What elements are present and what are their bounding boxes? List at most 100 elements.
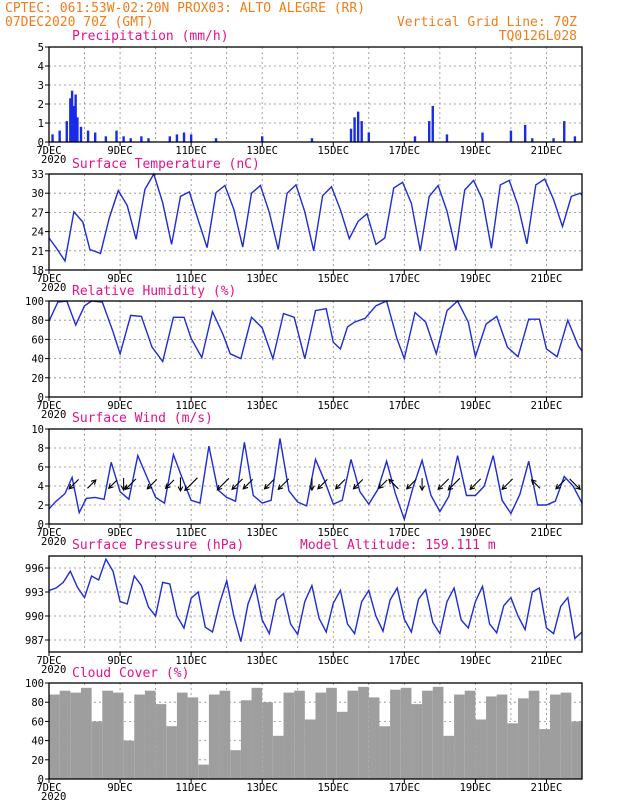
cloud-bar [112,692,124,779]
header-grid-note: Vertical Grid Line: 70Z [397,15,577,30]
precip-bar [175,134,179,142]
wind-arrow-shaft [555,478,566,490]
precip-xtick-label: 19DEC [460,145,492,157]
precip-xtick-label: 7DEC [36,145,61,157]
temp-xtick-label: 11DEC [175,273,207,285]
wind-arrow-shaft [231,478,243,490]
cloud-bar [208,694,220,779]
wind-arrow-head [90,479,97,485]
wind-arrow-head [317,483,323,490]
wind-arrow [352,478,364,490]
press-ytick-label: 996 [25,563,44,575]
cloud-xtick-label: 9DEC [107,782,132,794]
wind-arrow [124,478,137,491]
precip-bar [182,132,186,142]
precip-title: Precipitation (mm/h) [72,29,229,44]
rh-frame [48,300,583,398]
cloud-bar [272,735,284,779]
wind-arrow-shaft [501,478,514,490]
cloud-bar [251,687,263,779]
cloud-bar [390,689,401,779]
wind-arrow [146,478,158,490]
wind-arrow [334,478,346,490]
wind-arrow [184,477,198,492]
wind-arrow-head [120,485,127,492]
press-frame [48,555,583,653]
precip-bar [413,136,417,142]
cloud-bar [123,740,135,779]
precip-bar [353,117,356,142]
wind-arrow-shaft [388,478,399,490]
wind-ytick-label: 4 [38,481,44,493]
wind-xtick-label: 19DEC [460,527,492,539]
cloud-bar [219,690,231,779]
cloud-bar [496,694,508,779]
precip-bar [189,134,193,142]
wind-arrow [378,479,388,490]
cloud-bar [70,692,81,779]
precip-ytick-label: 0 [38,137,44,149]
cloud-xtick-label: 17DEC [389,782,421,794]
precip-bar [93,132,97,142]
cloud-xtick-label: 7DEC [36,782,61,794]
temp-xtick-label: 9DEC [107,273,132,285]
wind-arrow-shaft [184,477,198,491]
rh-xtick-label: 13DEC [246,400,278,412]
wind-arrow [216,477,230,491]
cloud-bar [315,692,327,779]
wind-arrow-shaft [68,478,79,490]
wind-arrow [388,478,399,490]
wind-arrow [263,478,275,490]
cloud-bar [134,694,145,779]
cloud-bar [49,694,60,779]
wind-frame [48,428,583,525]
temp-xtick-label: 21DEC [531,273,563,285]
wind-arrow [107,479,118,490]
wind-arrow [68,478,79,490]
model-altitude: Model Altitude: 159.111 m [300,538,496,553]
precip-year-label: 2020 [41,154,66,166]
precip-ytick-label: 1 [38,118,44,130]
cloud-panel: 0 20 40 60 80 100 7DEC 9DEC 11DEC 13DEC 15DEC 17DEC… [25,678,583,800]
wind-arrow-shaft [406,478,417,490]
cloud-ytick-label: 0 [38,774,44,786]
cloud-ytick-label: 80 [31,697,44,709]
cloud-xtick-label: 19DEC [460,782,492,794]
rh-panel: 0 20 40 60 80 100 7DEC 9DEC 11DEC 13DEC 15DEC 17DEC… [25,296,583,421]
wind-arrow [309,478,315,492]
wind-arrow-head [437,484,444,491]
precip-bar [573,136,577,142]
temp-xtick-label: 17DEC [389,273,421,285]
cloud-bar [358,686,369,779]
press-ytick-label: 987 [25,635,44,647]
press-xtick-label: 7DEC [36,655,61,667]
wind-series-line [48,438,583,522]
wind-arrow-head [177,486,184,492]
temp-xtick-label: 19DEC [460,273,492,285]
press-xtick-label: 19DEC [460,655,492,667]
press-ytick-label: 993 [25,587,44,599]
wind-arrow-shaft [264,478,275,490]
header-model-id: TQ0126L028 [499,29,577,44]
cloud-bar [144,690,156,779]
wind-arrow-head [68,483,75,490]
wind-arrow-shaft [87,479,97,489]
temp-xtick-label: 7DEC [36,273,61,285]
wind-arrow-head [530,479,537,485]
wind-ytick-label: 8 [38,443,44,455]
wind-arrow [87,479,97,489]
temp-xtick-label: 13DEC [246,273,278,285]
cloud-bar [411,704,423,779]
rh-xtick-label: 7DEC [36,400,61,412]
wind-arrow [317,478,328,490]
precip-bar [168,136,172,142]
precip-ytick-label: 5 [38,42,44,54]
press-year-label: 2020 [41,664,66,676]
wind-xtick-label: 21DEC [531,527,563,539]
cloud-bar [176,692,188,779]
cloud-bar [400,687,412,779]
wind-arrow-head [447,484,454,491]
precip-bar [509,130,513,142]
cloud-bar [166,726,177,779]
wind-arrow-shaft [447,477,461,491]
